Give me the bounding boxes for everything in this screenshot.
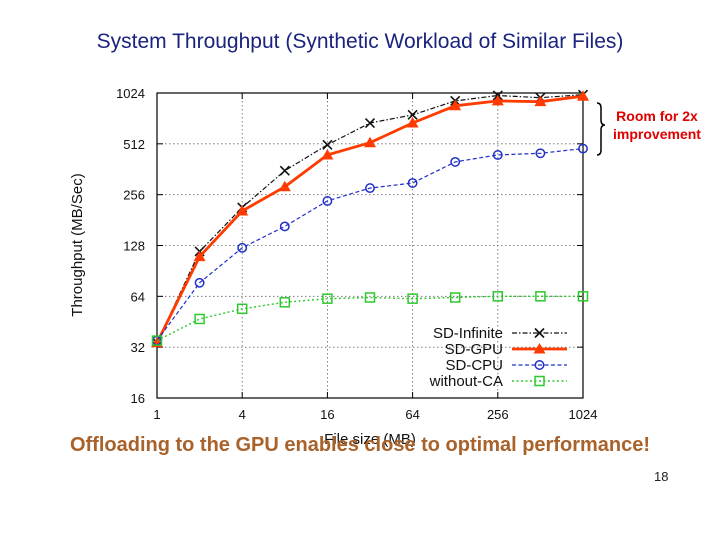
series-layer: [151, 89, 589, 348]
data-point-sd-infinite: [279, 165, 290, 176]
data-point-sd-gpu: [364, 136, 376, 148]
legend-marker-sd-infinite: [534, 327, 545, 339]
annotation-line-2: improvement: [613, 126, 701, 142]
data-point-sd-infinite: [407, 109, 418, 120]
data-point-without-ca: [577, 291, 589, 302]
legend-label-without-ca: without-CA: [429, 373, 503, 390]
data-point-sd-cpu: [407, 178, 418, 188]
slide-title: System Throughput (Synthetic Workload of…: [96, 30, 624, 53]
data-point-sd-gpu: [278, 180, 291, 192]
data-point-sd-gpu: [577, 90, 589, 101]
data-point-sd-infinite-stroke: [364, 117, 376, 129]
data-point-sd-cpu: [450, 156, 461, 167]
data-point-without-ca: [492, 291, 504, 302]
legend-marker-without-ca: [534, 375, 545, 387]
data-point-sd-gpu: [236, 204, 249, 216]
data-point-without-ca: [194, 313, 205, 325]
y-tick-label: 256: [123, 188, 145, 203]
legend-marker-sd-cpu: [534, 360, 545, 370]
data-point-sd-cpu: [279, 221, 290, 232]
y-tick-label: 16: [131, 391, 145, 406]
y-tick-label: 1024: [116, 86, 145, 101]
series-sd-cpu: [152, 143, 588, 346]
data-point-without-ca: [407, 293, 418, 304]
data-point-sd-gpu: [406, 117, 419, 128]
legend-label-sd-cpu: SD-CPU: [445, 357, 503, 374]
y-tick-label: 64: [131, 289, 145, 304]
data-point-without-ca: [535, 291, 546, 302]
x-tick-label: 64: [405, 407, 419, 422]
legend-marker-sd-infinite-stroke: [534, 327, 545, 339]
data-point-without-ca: [151, 335, 163, 346]
series-sd-gpu: [151, 90, 589, 348]
y-tick-label: 32: [131, 340, 145, 355]
data-point-sd-gpu: [193, 250, 206, 262]
legend-label-sd-gpu: SD-GPU: [445, 341, 503, 358]
x-tick-label: 256: [487, 407, 509, 422]
data-point-sd-infinite-stroke: [279, 165, 290, 176]
page-number: 18: [654, 469, 669, 484]
y-tick-label: 512: [123, 137, 145, 152]
axis-ticks: 16 32 64 128 256 512 1024 1 4 16 64 256 1024: [116, 86, 597, 422]
series-line-sd-gpu: [155, 94, 584, 344]
data-point-sd-cpu: [365, 183, 375, 194]
x-tick-label: 1: [153, 407, 160, 422]
data-point-sd-cpu: [194, 277, 205, 288]
data-point-sd-gpu: [321, 148, 334, 160]
legend-label-sd-infinite: SD-Infinite: [433, 325, 503, 342]
annotation-line-1: Room for 2x: [616, 108, 698, 124]
conclusion-text: Offloading to the GPU enables close to o…: [69, 434, 651, 456]
data-point-without-ca: [322, 293, 333, 304]
y-axis-title: Throughput (MB/Sec): [69, 173, 86, 316]
x-tick-label: 1024: [569, 407, 598, 422]
data-point-without-ca: [364, 292, 376, 303]
data-point-sd-cpu: [578, 143, 588, 154]
data-point-sd-cpu: [237, 242, 248, 253]
annotation-brace: [596, 102, 606, 156]
data-point-sd-infinite-stroke: [407, 109, 418, 120]
data-point-without-ca: [236, 303, 248, 315]
data-point-sd-cpu: [492, 149, 503, 160]
data-point-sd-cpu: [535, 148, 546, 159]
series-line-without-ca: [156, 295, 583, 342]
data-point-without-ca: [449, 292, 461, 303]
data-point-sd-gpu: [491, 94, 504, 106]
x-axis-title: File size (MB): [324, 431, 416, 448]
series-sd-infinite: [151, 89, 589, 348]
x-tick-label: 16: [320, 407, 334, 422]
series-line-sd-cpu: [156, 148, 584, 341]
data-point-sd-cpu: [322, 195, 333, 206]
data-point-sd-gpu: [449, 99, 462, 111]
data-point-sd-infinite: [364, 117, 376, 129]
data-point-sd-infinite: [322, 139, 333, 150]
data-point-without-ca: [279, 297, 291, 308]
data-point-sd-infinite-stroke: [322, 139, 333, 150]
series-without-ca: [151, 291, 589, 346]
series-line-sd-infinite: [156, 94, 584, 343]
data-point-sd-gpu: [534, 95, 547, 107]
improvement-annotation: Room for 2x improvement: [596, 107, 718, 143]
y-tick-label: 128: [123, 239, 145, 254]
x-tick-label: 4: [239, 407, 246, 422]
legend-marker-sd-gpu: [533, 343, 546, 354]
